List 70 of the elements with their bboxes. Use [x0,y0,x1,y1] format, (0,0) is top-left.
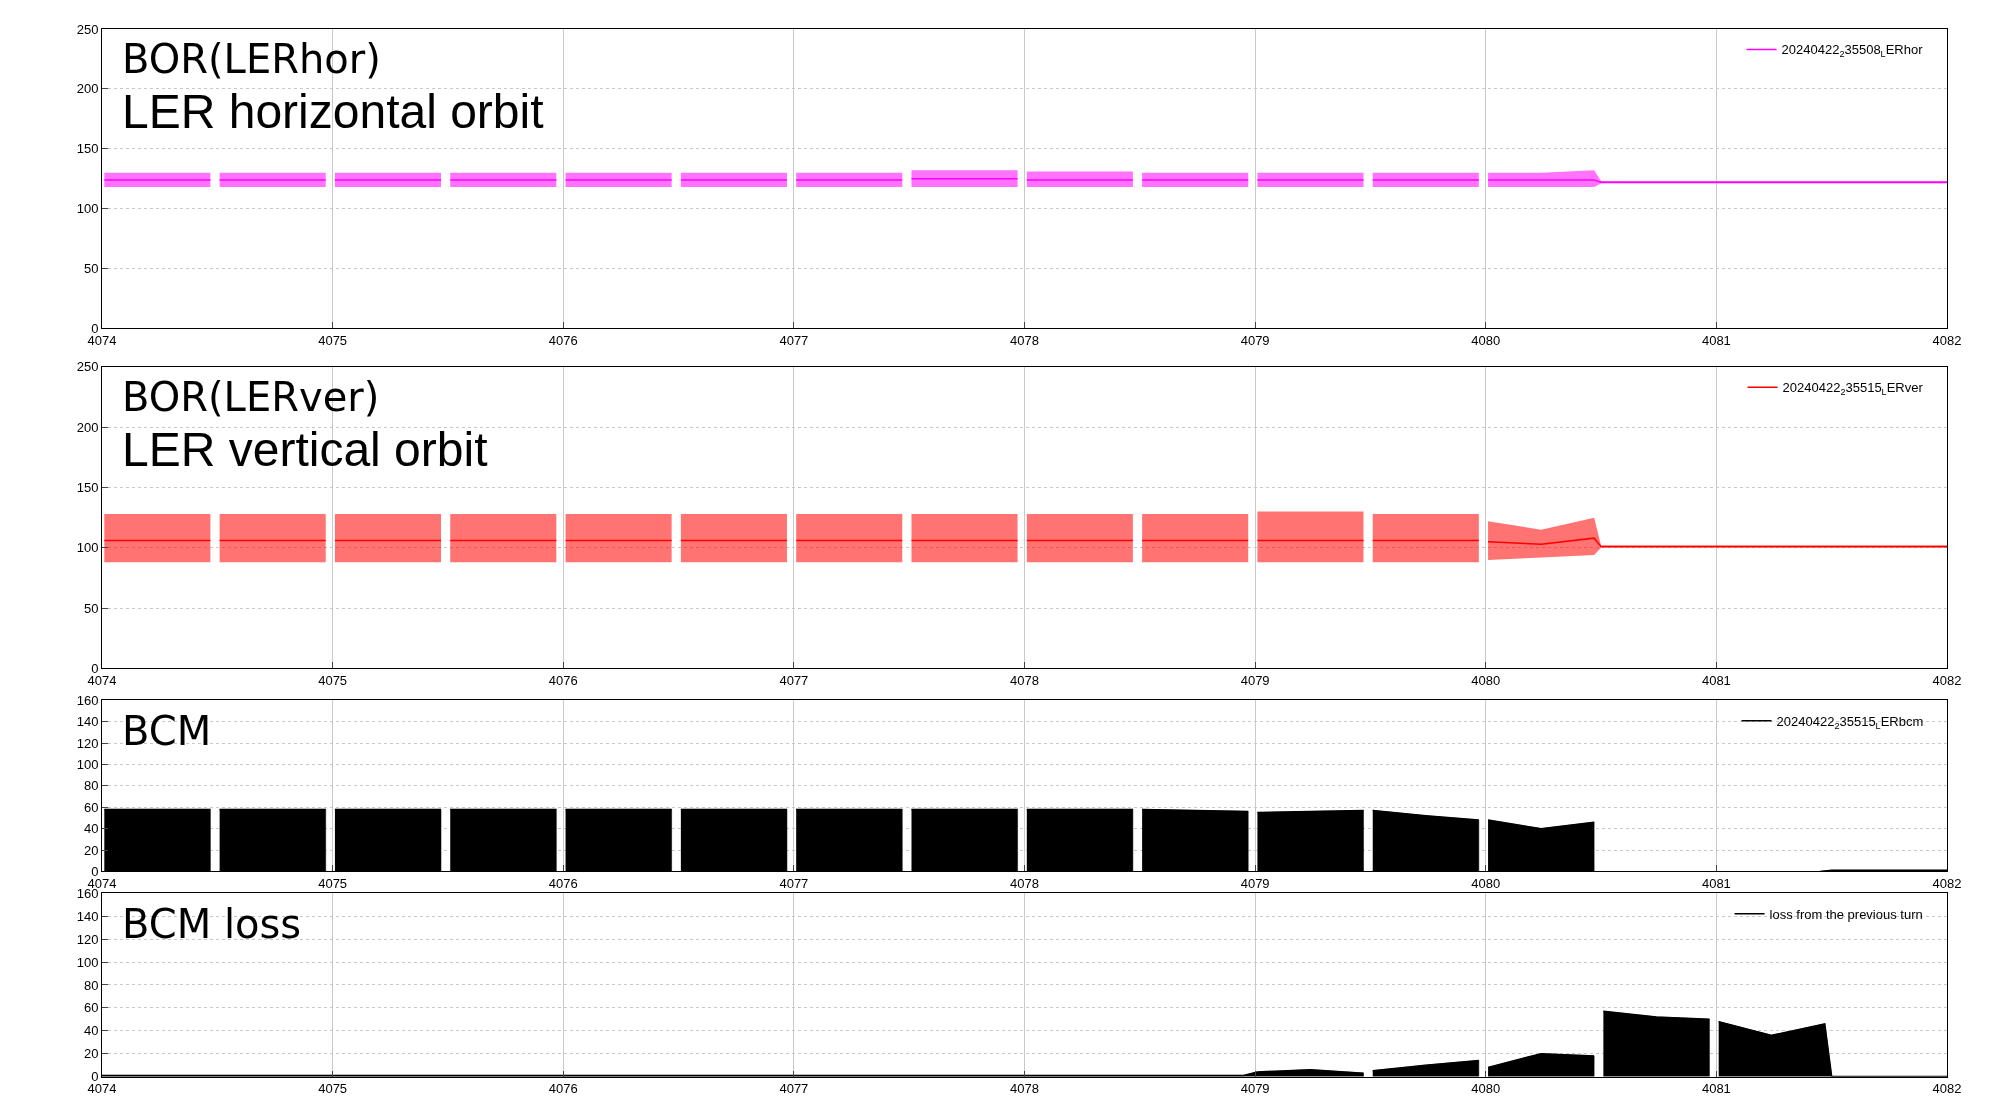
x-tick-label: 4079 [1240,1081,1270,1097]
y-tick-label: 200 [76,419,99,435]
x-tick-label: 4079 [1240,876,1270,892]
x-tick-label: 4075 [318,876,348,892]
annotation: BOR(LERver) [122,374,380,420]
y-tick-label: 60 [83,1000,99,1016]
x-tick-label: 4078 [1010,1081,1039,1097]
x-tick-label: 4081 [1701,673,1731,689]
y-tick-label: 100 [76,201,99,217]
y-tick-label: 120 [76,931,99,947]
x-tick-label: 4079 [1240,673,1270,689]
x-tick-label: 4075 [318,1081,348,1097]
y-tick-label: 80 [83,977,99,993]
y-tick-label: 80 [83,778,99,794]
y-tick-label: 60 [83,799,99,815]
x-tick-label: 4082 [1932,333,1962,349]
legend-label: 20240422$_{2}$35515$_{L}$ERver [1782,380,1924,398]
y-tick-label: 40 [83,821,99,837]
x-tick-label: 4078 [1010,876,1039,892]
annotation: BCM loss [122,901,302,947]
y-tick-label: 50 [83,261,99,277]
x-tick-label: 4081 [1701,1081,1731,1097]
y-tick-label: 160 [76,692,99,708]
annotation: LER horizontal orbit [122,85,544,138]
annotation: BOR(LERhor) [122,36,381,82]
y-tick-label: 40 [83,1023,99,1039]
annotation: BCM [122,708,212,754]
y-tick-label: 250 [76,359,99,375]
x-tick-label: 4081 [1701,333,1731,349]
x-tick-label: 4076 [548,673,578,689]
x-tick-label: 4075 [318,333,348,349]
x-tick-label: 4079 [1240,333,1270,349]
x-tick-label: 4080 [1471,1081,1501,1097]
x-tick-label: 4081 [1701,876,1731,892]
y-tick-label: 150 [76,480,99,496]
y-tick-label: 100 [76,954,99,970]
annotation: LER vertical orbit [122,423,488,476]
x-tick-label: 4075 [318,673,348,689]
x-tick-label: 4077 [779,673,809,689]
x-tick-label: 4077 [779,876,809,892]
y-tick-label: 100 [76,540,99,556]
x-tick-label: 4082 [1932,1081,1962,1097]
x-tick-label: 4082 [1932,876,1962,892]
x-tick-label: 4082 [1932,673,1962,689]
y-tick-label: 200 [76,81,99,97]
x-tick-label: 4076 [548,1081,578,1097]
legend-label: 20240422$_{2}$35508$_{L}$ERhor [1781,42,1924,60]
y-tick-label: 20 [83,1046,99,1062]
y-tick-label: 140 [76,714,99,730]
legend-label: loss from the previous turn [1769,906,1923,922]
y-tick-label: 150 [76,141,99,157]
x-tick-label: 4078 [1010,333,1039,349]
x-tick-label: 4077 [779,1081,809,1097]
y-tick-label: 0 [91,863,99,879]
y-tick-label: 50 [83,600,99,616]
x-tick-label: 4076 [548,876,578,892]
x-tick-label: 4077 [779,333,809,349]
y-tick-label: 250 [76,21,99,37]
x-tick-label: 4074 [87,333,117,349]
x-tick-label: 4080 [1471,876,1501,892]
y-tick-label: 20 [83,842,99,858]
x-tick-label: 4080 [1471,673,1501,689]
y-tick-label: 140 [76,908,99,924]
y-tick-label: 100 [76,757,99,773]
legend-label: 20240422$_{2}$35515$_{L}$ERbcm [1776,713,1924,731]
x-tick-label: 4080 [1471,333,1501,349]
y-tick-label: 120 [76,735,99,751]
y-tick-label: 0 [91,320,99,336]
x-tick-label: 4078 [1010,673,1039,689]
x-tick-label: 4076 [548,333,578,349]
